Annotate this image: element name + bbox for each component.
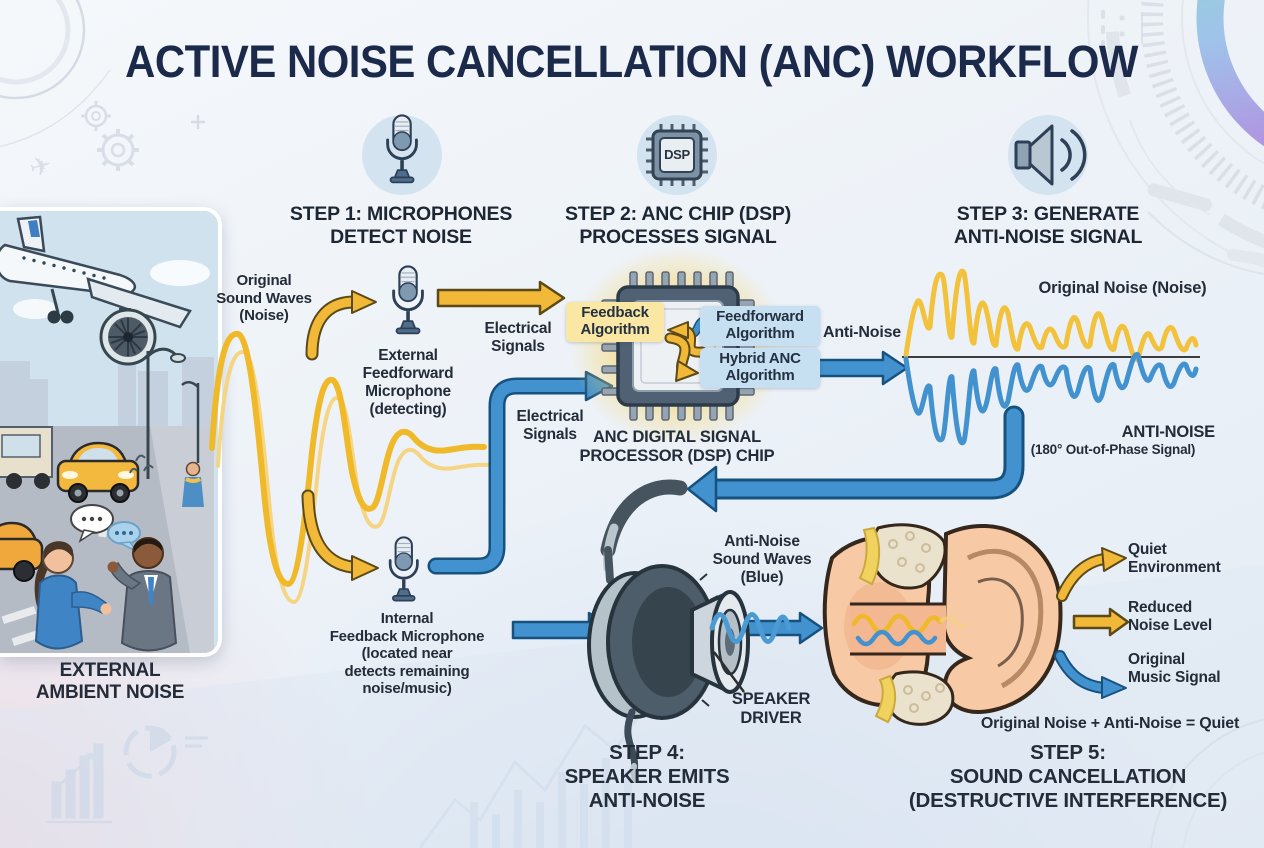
step5-heading: STEP 5: SOUND CANCELLATION (DESTRUCTIVE … bbox=[908, 741, 1228, 812]
arrow-noise-to-internal-mic bbox=[301, 489, 379, 581]
dsp-chip-caption: ANC DIGITAL SIGNAL PROCESSOR (DSP) CHIP bbox=[579, 428, 775, 466]
arrow-antinoise-to-speaker bbox=[686, 405, 1025, 513]
plus-icon bbox=[191, 115, 205, 129]
dsp-badge: DSP bbox=[664, 147, 690, 162]
quiet-environment-label: Quiet Environment bbox=[1128, 541, 1221, 577]
speaker-icon bbox=[1008, 115, 1088, 195]
noise-marks bbox=[129, 454, 154, 474]
car-illustration bbox=[0, 521, 44, 582]
original-noise-wave-label: Original Noise (Noise) bbox=[1038, 279, 1207, 297]
arrow-anti-noise bbox=[815, 350, 909, 386]
original-music-signal-label: Original Music Signal bbox=[1128, 651, 1221, 687]
arrow-reduced-noise bbox=[1072, 607, 1130, 637]
arrow-electrical-signal-top bbox=[436, 280, 566, 316]
anti-noise-wave-sublabel: (180° Out-of-Phase Signal) bbox=[1030, 442, 1196, 457]
ear-illustration bbox=[822, 523, 1063, 726]
gear-icon bbox=[81, 101, 139, 171]
anti-noise-label: Anti-Noise bbox=[822, 324, 901, 341]
speaker-driver-label: SPEAKER DRIVER bbox=[731, 690, 811, 728]
external-mic-label: External Feedforward Microphone (detecti… bbox=[362, 347, 454, 419]
internal-feedback-microphone bbox=[388, 535, 420, 603]
anti-noise-waveform bbox=[902, 271, 1200, 443]
ambient-noise-illustration bbox=[0, 207, 222, 657]
page-title: ACTIVE NOISE CANCELLATION (ANC) WORKFLOW bbox=[125, 36, 1139, 87]
watermark-charts bbox=[46, 725, 208, 824]
man-illustration bbox=[107, 537, 178, 652]
anti-noise-sound-wave bbox=[709, 612, 792, 644]
external-ambient-noise-caption: EXTERNAL AMBIENT NOISE bbox=[35, 660, 185, 704]
feedback-algorithm-box: Feedback Algorithm bbox=[566, 302, 664, 342]
arrow-noise-to-external-mic bbox=[305, 290, 377, 361]
step3-heading: STEP 3: GENERATE ANTI-NOISE SIGNAL bbox=[953, 203, 1143, 248]
speech-bubbles bbox=[70, 504, 141, 553]
microphone-icon bbox=[362, 113, 442, 195]
cancellation-equation: Original Noise + Anti-Noise = Quiet bbox=[980, 715, 1240, 732]
electrical-signals-bottom-label: Electrical Signals bbox=[516, 408, 584, 444]
arrow-quiet-environment bbox=[1056, 547, 1127, 602]
electrical-signals-top-label: Electrical Signals bbox=[484, 320, 552, 356]
external-feedforward-microphone bbox=[391, 264, 425, 336]
taxi-illustration bbox=[56, 441, 140, 503]
street-lamp-icon bbox=[146, 347, 200, 479]
watermark-linechart bbox=[418, 685, 691, 848]
arrow-original-music bbox=[1054, 650, 1127, 699]
hybrid-anc-algorithm-box: Hybrid ANC Algorithm bbox=[700, 348, 820, 388]
step2-heading: STEP 2: ANC CHIP (DSP) PROCESSES SIGNAL bbox=[564, 203, 792, 248]
anti-noise-wave-label: ANTI-NOISE bbox=[1121, 423, 1216, 441]
dsp-chip bbox=[570, 246, 786, 446]
original-sound-waves-label: Original Sound Waves (Noise) bbox=[216, 272, 312, 325]
dsp-chip-icon bbox=[637, 115, 717, 195]
truck-illustration bbox=[0, 426, 53, 489]
pedestrian-illustration bbox=[182, 461, 204, 507]
airplane-illustration bbox=[0, 215, 192, 366]
reduced-noise-level-label: Reduced Noise Level bbox=[1128, 599, 1212, 635]
original-noise-wave bbox=[209, 330, 492, 605]
feedforward-algorithm-box: Feedforward Algorithm bbox=[700, 306, 820, 346]
speaker-driver-pointer bbox=[713, 651, 745, 693]
headphone-illustration bbox=[587, 479, 750, 783]
internal-mic-label: Internal Feedback Microphone (located ne… bbox=[329, 610, 485, 698]
anti-noise-sound-waves-label: Anti-Noise Sound Waves (Blue) bbox=[712, 533, 812, 587]
step1-heading: STEP 1: MICROPHONES DETECT NOISE bbox=[289, 203, 513, 248]
woman-illustration bbox=[34, 541, 112, 650]
dash-marks bbox=[1101, 10, 1125, 49]
street-scene bbox=[0, 211, 214, 653]
step4-heading: STEP 4: SPEAKER EMITS ANTI-NOISE bbox=[564, 741, 730, 812]
